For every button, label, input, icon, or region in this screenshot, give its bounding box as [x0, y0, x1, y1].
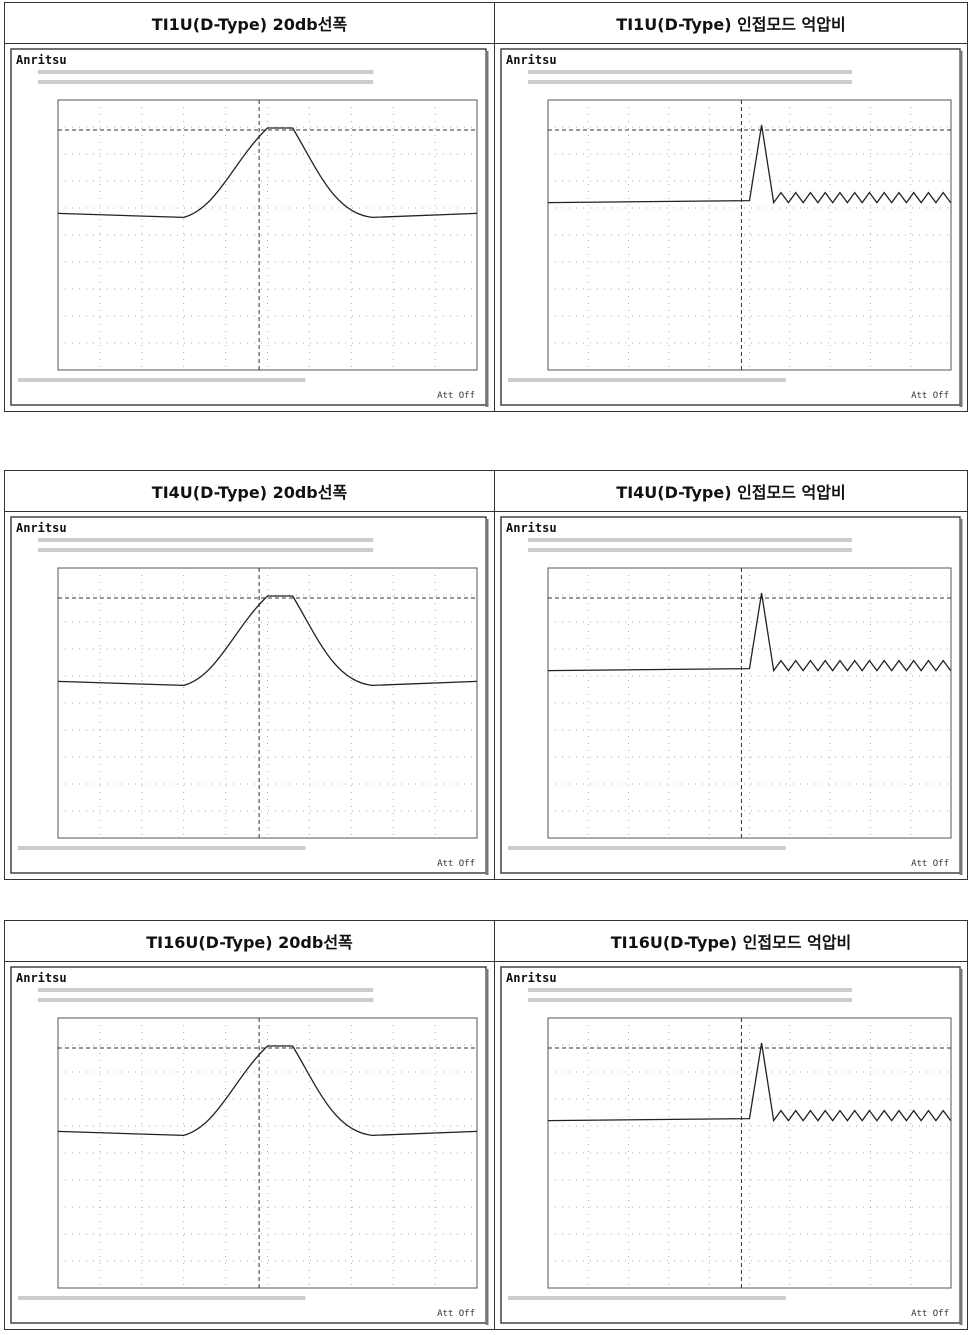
- panel-title: TI16U(D-Type) 20db선폭: [5, 921, 494, 962]
- attenuation: Att Off: [911, 859, 949, 869]
- readout-blur: [528, 998, 852, 1002]
- analyzer-screen: Anritsu Att Off: [500, 48, 963, 408]
- brand: Anritsu: [506, 971, 557, 985]
- analyzer-screen: Anritsu Att Off: [10, 966, 489, 1326]
- screen-frame: [501, 967, 960, 1323]
- panel: TI16U(D-Type) 인접모드 억압비 Anritsu Att Off: [494, 921, 967, 1329]
- attenuation: Att Off: [437, 391, 475, 401]
- screen-frame: [501, 49, 960, 405]
- attenuation: Att Off: [911, 1309, 949, 1319]
- brand: Anritsu: [16, 521, 67, 535]
- brand: Anritsu: [506, 521, 557, 535]
- attenuation: Att Off: [911, 391, 949, 401]
- readout-blur: [528, 548, 852, 552]
- brand: Anritsu: [16, 971, 67, 985]
- screen-frame: [11, 967, 486, 1323]
- footer-blur: [18, 378, 305, 382]
- panel-title: TI16U(D-Type) 인접모드 억압비: [495, 921, 967, 962]
- panel: TI4U(D-Type) 20db선폭 Anritsu Att Off: [5, 471, 494, 879]
- readout-blur: [38, 988, 373, 992]
- readout-blur: [38, 548, 373, 552]
- brand: Anritsu: [16, 53, 67, 67]
- footer-blur: [508, 378, 786, 382]
- brand: Anritsu: [506, 53, 557, 67]
- footer-blur: [508, 1296, 786, 1300]
- readout-blur: [528, 988, 852, 992]
- footer-blur: [508, 846, 786, 850]
- analyzer-screen: Anritsu Att Off: [10, 48, 489, 408]
- page: TI1U(D-Type) 20db선폭AnritsuAtt OffTI1U(D-…: [0, 0, 971, 1335]
- readout-blur: [38, 80, 373, 84]
- panel: TI1U(D-Type) 20db선폭 Anritsu Att Off: [5, 3, 494, 411]
- screen-frame: [501, 517, 960, 873]
- screen-frame: [11, 517, 486, 873]
- panel: TI1U(D-Type) 인접모드 억압비 Anritsu Att Off: [494, 3, 967, 411]
- footer-blur: [18, 846, 305, 850]
- analyzer-screen: Anritsu Att Off: [500, 966, 963, 1326]
- analyzer-screen: Anritsu Att Off: [500, 516, 963, 876]
- readout-blur: [38, 538, 373, 542]
- attenuation: Att Off: [437, 1309, 475, 1319]
- panel: TI16U(D-Type) 20db선폭 Anritsu Att Off: [5, 921, 494, 1329]
- readout-blur: [528, 80, 852, 84]
- footer-blur: [18, 1296, 305, 1300]
- panel: TI4U(D-Type) 인접모드 억압비 Anritsu Att Off: [494, 471, 967, 879]
- attenuation: Att Off: [437, 859, 475, 869]
- readout-blur: [38, 998, 373, 1002]
- panel-title: TI1U(D-Type) 인접모드 억압비: [495, 3, 967, 44]
- readout-blur: [528, 538, 852, 542]
- panel-title: TI4U(D-Type) 20db선폭: [5, 471, 494, 512]
- panel-title: TI4U(D-Type) 인접모드 억압비: [495, 471, 967, 512]
- readout-blur: [38, 70, 373, 74]
- panel-title: TI1U(D-Type) 20db선폭: [5, 3, 494, 44]
- readout-blur: [528, 70, 852, 74]
- screen-frame: [11, 49, 486, 405]
- analyzer-screen: Anritsu Att Off: [10, 516, 489, 876]
